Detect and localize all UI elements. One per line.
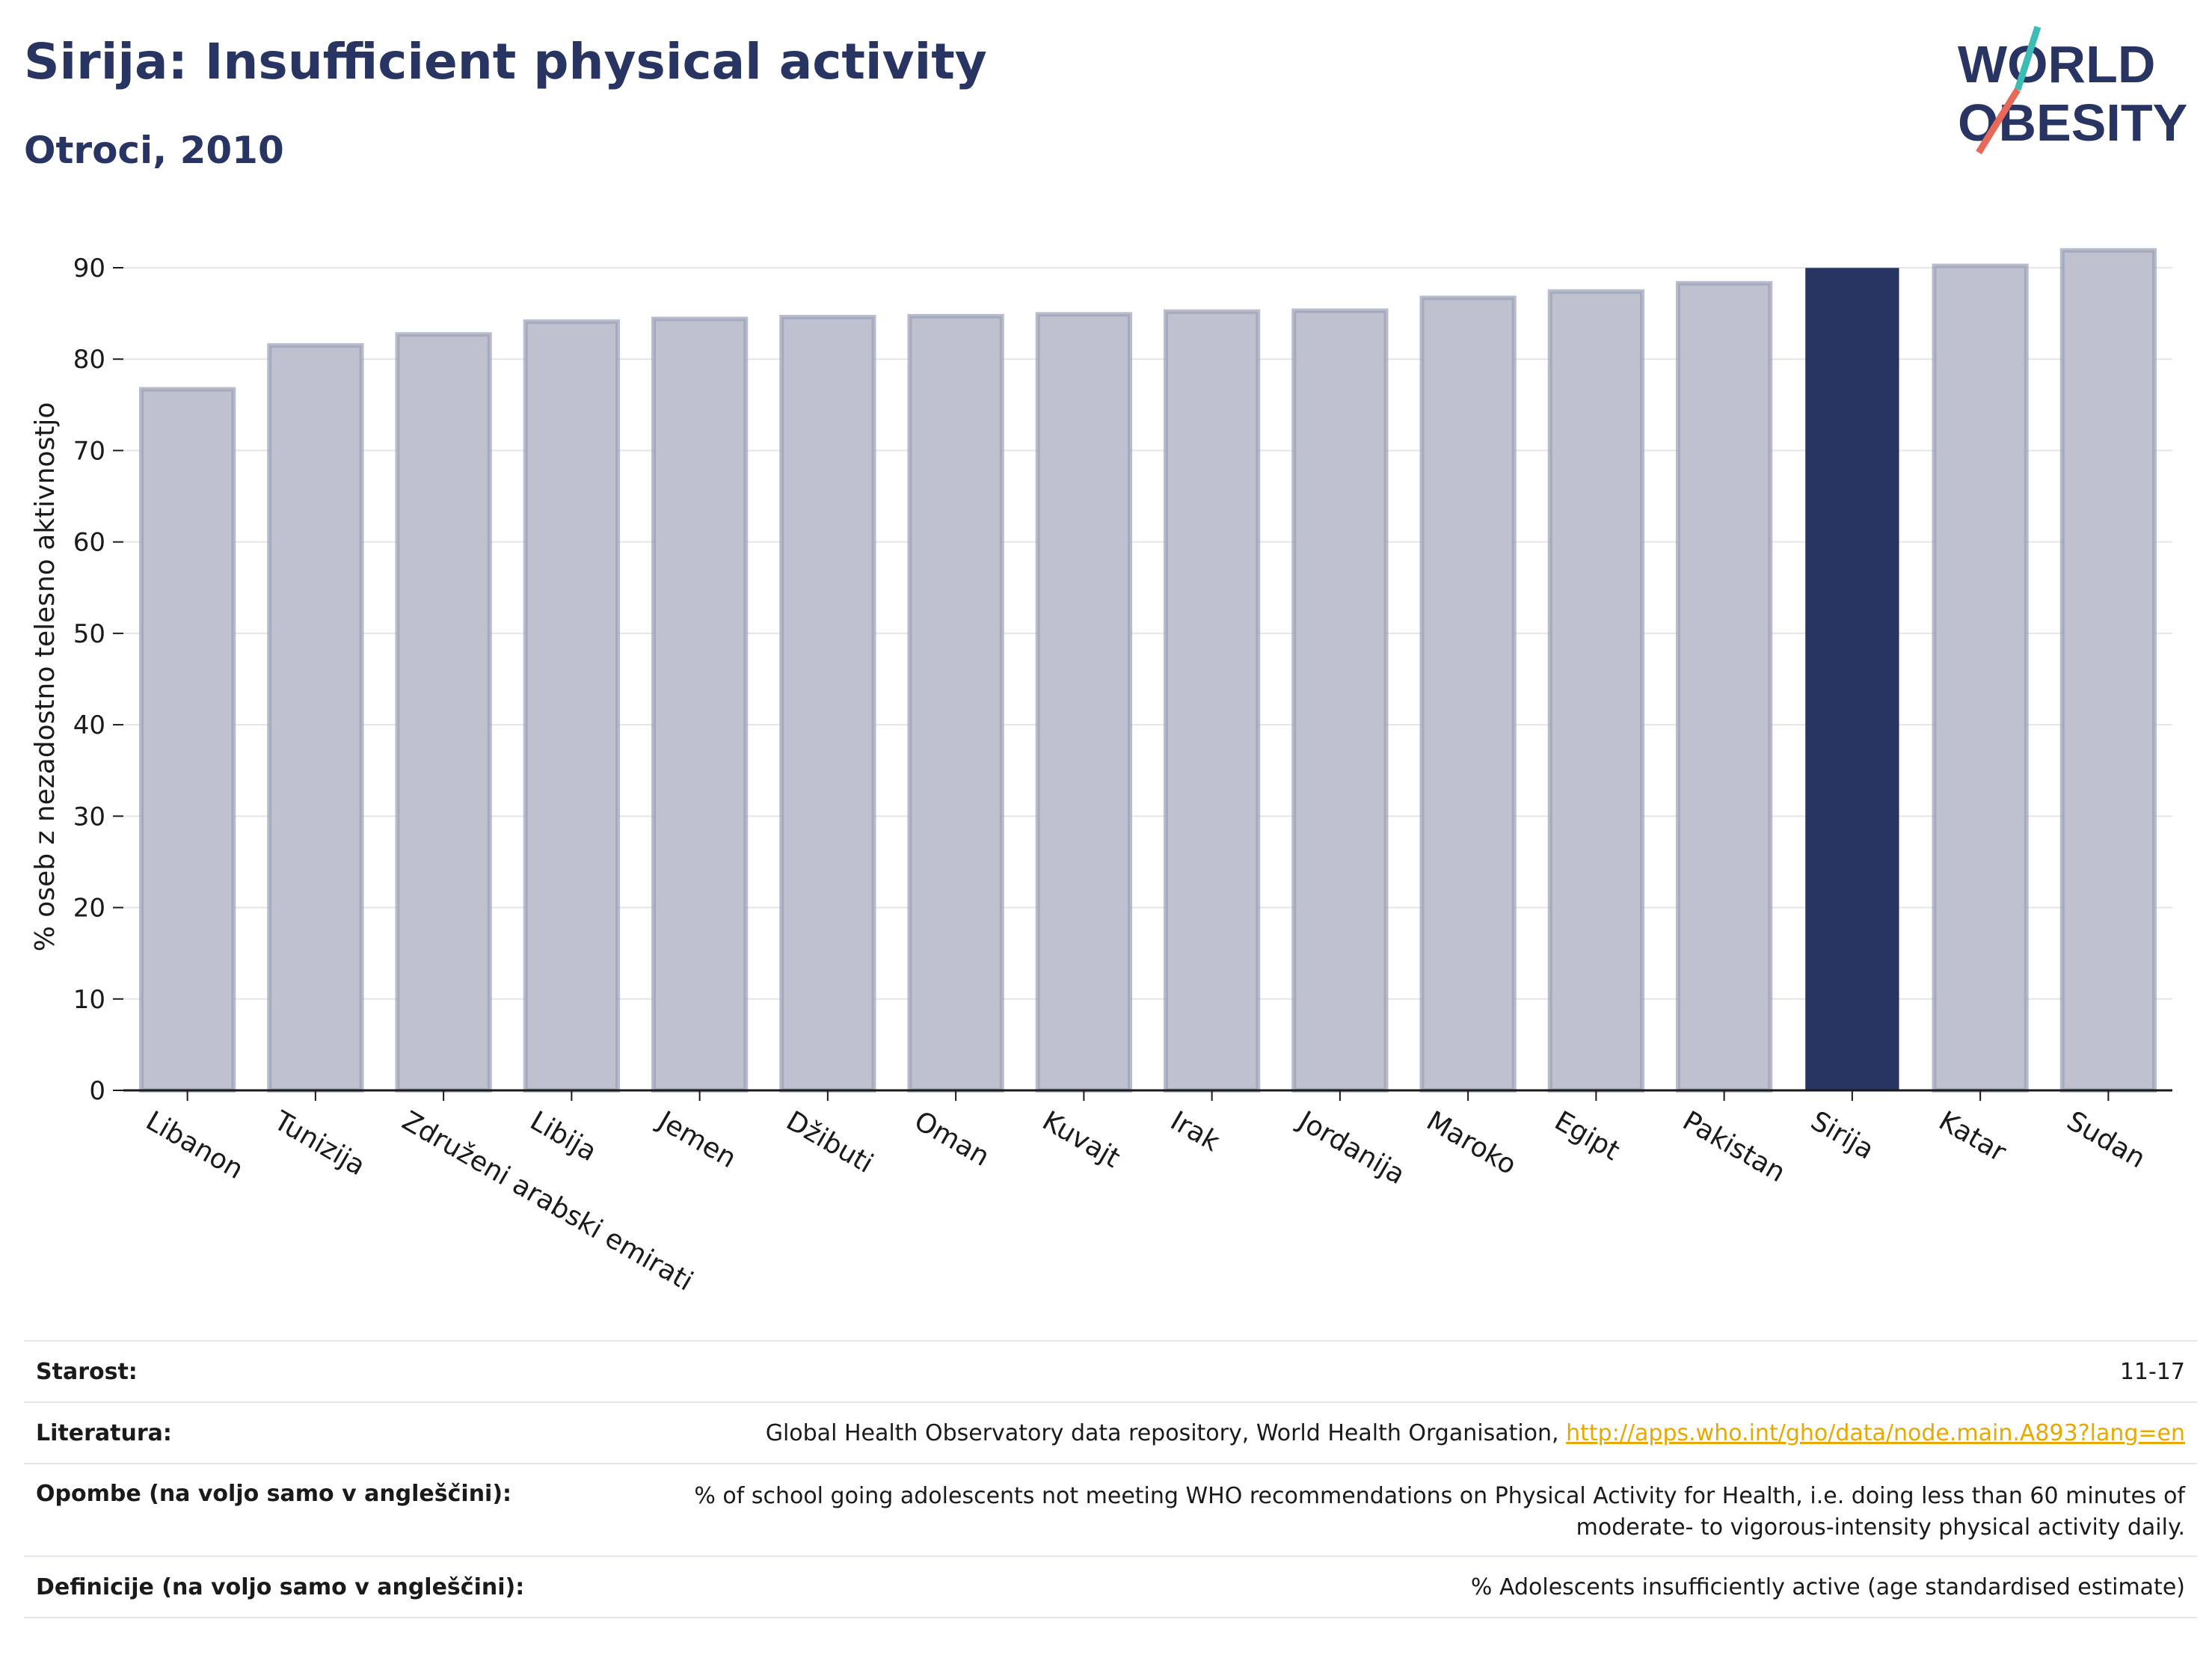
notes-line2: moderate- to vigorous-intensity physical…: [1576, 1514, 2185, 1541]
source-value: Global Health Observatory data repositor…: [766, 1420, 2185, 1446]
info-row-source: Literatura: Global Health Observatory da…: [24, 1401, 2197, 1463]
x-tick-label: Jemen: [651, 1105, 741, 1174]
definition-value: % Adolescents insufficiently active (age…: [1470, 1573, 2185, 1600]
bars: [138, 248, 2157, 1093]
bar: [138, 387, 236, 1093]
chart-title: Sirija: Insufficient physical activity: [24, 33, 987, 90]
x-tick-label: Džibuti: [781, 1105, 878, 1179]
y-tick-label: 60: [73, 528, 105, 558]
bar: [651, 316, 749, 1093]
notes-value: % of school going adolescents not meetin…: [694, 1481, 2185, 1544]
source-text: Global Health Observatory data repositor…: [765, 1419, 1559, 1446]
y-tick-label: 0: [89, 1076, 105, 1106]
y-tick-label: 50: [73, 619, 105, 649]
y-tick-label: 90: [73, 254, 105, 283]
info-row-definition: Definicije (na voljo samo v angleščini):…: [24, 1556, 2197, 1618]
x-tick-label: Libija: [525, 1105, 602, 1167]
age-value: 11-17: [2119, 1358, 2185, 1385]
bar: [1035, 312, 1133, 1093]
logo-line1: WORLD: [1958, 35, 2155, 93]
bar: [2059, 248, 2157, 1093]
x-tick-label: Sudan: [2062, 1105, 2151, 1174]
info-row-age: Starost: 11-17: [24, 1340, 2197, 1401]
info-row-notes: Opombe (na voljo samo v angleščini): % o…: [24, 1463, 2197, 1556]
y-tick-label: 10: [73, 985, 105, 1015]
y-tick-label: 20: [73, 894, 105, 924]
y-tick-label: 40: [73, 710, 105, 740]
x-tick-label: Maroko: [1422, 1105, 1522, 1181]
x-tick-label: Katar: [1934, 1105, 2012, 1168]
bar: [907, 313, 1004, 1093]
x-tick-label: Sirija: [1805, 1105, 1878, 1165]
bar: [1291, 308, 1389, 1093]
y-axis-label: % oseb z nezadostno telesno aktivnostjo: [30, 402, 61, 952]
bar: [395, 332, 492, 1093]
info-table: Starost: 11-17 Literatura: Global Health…: [24, 1340, 2197, 1618]
source-link[interactable]: http://apps.who.int/gho/data/node.main.A…: [1566, 1419, 2185, 1446]
bar: [1932, 263, 2029, 1093]
bar: [1419, 295, 1517, 1093]
x-tick-label: Jordanija: [1292, 1105, 1410, 1191]
world-obesity-logo[interactable]: WORLD OBESITY: [1944, 21, 2199, 163]
notes-label: Opombe (na voljo samo v angleščini):: [36, 1481, 512, 1507]
chart-subtitle: Otroci, 2010: [24, 129, 284, 172]
x-tick-label: Tunizija: [268, 1105, 371, 1182]
y-tick-label: 30: [73, 802, 105, 832]
bar: [523, 319, 621, 1093]
x-tick-label: Kuvajt: [1037, 1105, 1125, 1174]
logo-slash-red: [1976, 87, 2021, 155]
age-label: Starost:: [36, 1358, 138, 1385]
bar: [1675, 280, 1773, 1093]
bar-highlighted: [1805, 268, 1899, 1092]
y-tick-label: 80: [73, 345, 105, 375]
notes-line1: % of school going adolescents not meetin…: [694, 1483, 2185, 1509]
x-tick-label: Libanon: [141, 1105, 248, 1185]
source-label: Literatura:: [36, 1419, 172, 1446]
bar: [267, 343, 364, 1093]
bar: [1163, 309, 1261, 1093]
bar: [779, 315, 876, 1093]
x-tick-label: Pakistan: [1677, 1105, 1790, 1188]
bar: [1547, 289, 1645, 1093]
x-tick-label: Egipt: [1549, 1105, 1625, 1167]
logo-slash-teal: [2014, 25, 2042, 91]
x-tick-label: Oman: [909, 1105, 995, 1173]
definition-label: Definicije (na voljo samo v angleščini):: [36, 1573, 525, 1600]
x-tick-label: Irak: [1165, 1105, 1225, 1158]
y-tick-label: 70: [73, 436, 105, 466]
